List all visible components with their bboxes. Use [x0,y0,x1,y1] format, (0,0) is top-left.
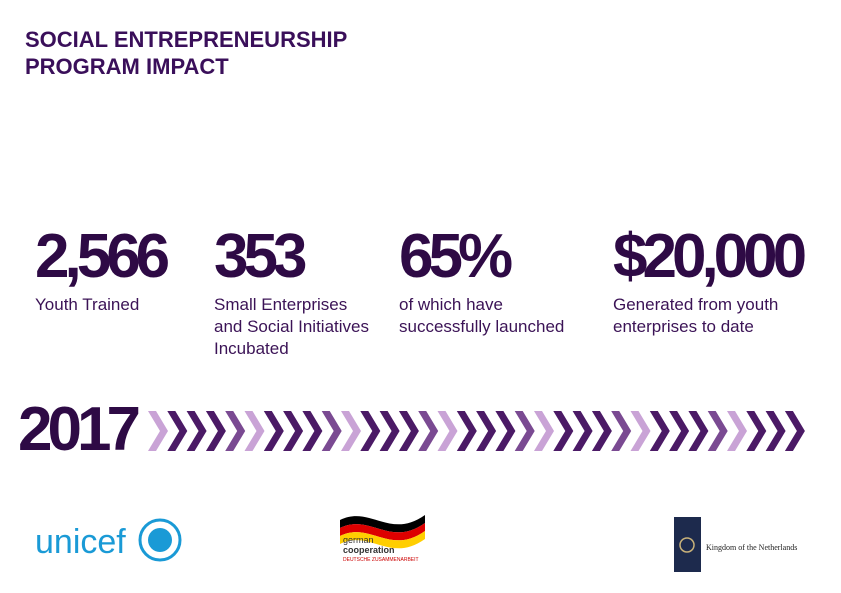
chevron [148,411,168,451]
chevron [418,411,439,451]
chevron [263,411,284,451]
stat: 65% of which have successfully launched [399,222,564,338]
chevron [591,411,612,451]
stat-value: 2,566 [35,222,170,291]
nl-emblem [674,517,701,572]
stat-label: Generated from youth enterprises to date [613,294,802,338]
stat-label-line: Generated from youth [613,295,779,314]
chevron [341,411,361,451]
german-sub: DEUTSCHE ZUSAMMENARBEIT [343,557,419,563]
chevron [553,411,574,451]
chevron [398,411,419,451]
chevron [283,411,304,451]
unicef-globe [138,518,182,562]
chevron [495,411,516,451]
chevron [225,411,246,451]
chevron [572,411,593,451]
chevron [630,411,651,451]
chevron [437,411,458,451]
stat-label-line: Incubated [214,339,289,358]
nl-logo: Kingdom of the Netherlands [706,543,797,552]
stat-label-line: Small Enterprises [214,295,348,314]
stat-label-line: successfully launched [399,317,565,336]
stat-label-line: Youth Trained [35,295,140,314]
chevron [321,411,342,451]
chevron [746,411,767,451]
stat-label-line: and Social Initiatives [214,317,369,336]
stat: $20,000 Generated from youth enterprises t… [613,222,807,338]
german-logo: german [343,535,374,545]
flag-band [340,531,425,549]
stat-value: 353 [214,222,307,291]
chevron [205,411,226,451]
stat-label-line: of which have [399,295,503,314]
title: SOCIAL ENTREPRENEURSHIP PROGRAM IMPACT [25,26,347,80]
chevron [456,411,477,451]
stat-value: $20,000 [613,222,807,291]
stat-label-line: enterprises to date [613,317,754,336]
chevron [244,411,265,451]
chevron [765,411,786,451]
chevron [476,411,497,451]
chevron [727,411,747,451]
flag-band [340,515,425,533]
chevron [611,411,632,451]
chevron [186,411,207,451]
chevron [649,411,670,451]
chevron [688,411,709,451]
chevron [379,411,400,451]
title-line: PROGRAM IMPACT [25,54,229,79]
stat-label: of which have successfully launched [399,294,564,338]
flag-band [340,523,425,541]
german-logo: cooperation [343,545,395,555]
stat-label: Small Enterprises and Social Initiatives I… [214,294,369,360]
chevron [302,411,323,451]
stat: 2,566 Youth Trained [35,222,170,316]
chevron [707,411,728,451]
title-line: SOCIAL ENTREPRENEURSHIP [25,27,348,52]
nl-crest [679,537,695,553]
chevron [669,411,690,451]
unicef-logo: unicef [35,523,126,561]
chevron [514,411,535,451]
stat-label: Youth Trained [35,294,165,316]
chevron [534,411,554,451]
chevron [360,411,381,451]
chevrons [148,411,805,451]
unicef-globe-inner [148,528,172,552]
stat: 353 Small Enterprises and Social Initiativ… [214,222,369,360]
stat-value: 65% [399,222,513,291]
chevron [167,411,188,451]
year: 2017 [18,395,141,464]
chevron [784,411,805,451]
